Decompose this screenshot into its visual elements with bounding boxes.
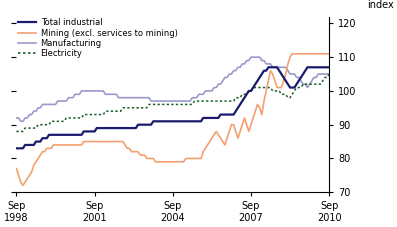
Legend: Total industrial, Mining (excl. services to mining), Manufacturing, Electricity: Total industrial, Mining (excl. services… xyxy=(18,18,177,58)
Y-axis label: index: index xyxy=(367,0,393,10)
